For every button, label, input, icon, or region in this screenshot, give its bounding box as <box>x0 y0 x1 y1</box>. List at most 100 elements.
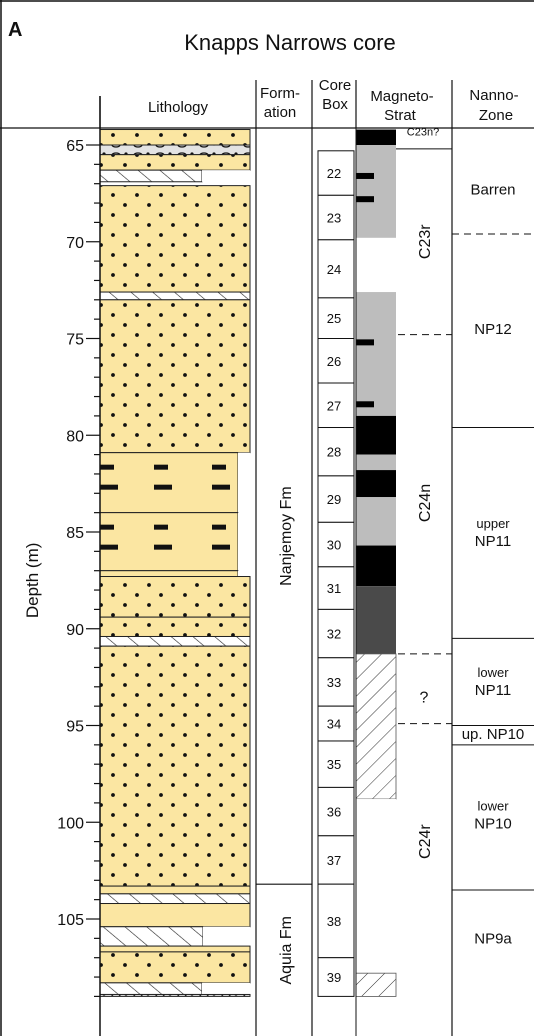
lithology-unit <box>99 993 251 997</box>
magnetostratigraphy-column: C23n? C23r C24n? C24r <box>355 126 453 1036</box>
lithology-unit <box>99 951 251 984</box>
header-corebox-2: Box <box>322 96 348 113</box>
core-box <box>317 566 355 610</box>
zone-label-qualifier: upper <box>476 516 510 531</box>
lithology-unit <box>99 169 203 183</box>
header-formation-2: ation <box>264 104 297 121</box>
lithology-unit <box>99 635 251 647</box>
core-box <box>317 521 355 568</box>
core-box-label: 35 <box>327 757 341 772</box>
core-box-label: 30 <box>327 538 341 553</box>
depth-tick-label: 105 <box>57 912 84 929</box>
column-headers: Lithology Form- ation Core Box Magneto- … <box>148 77 519 124</box>
lithology-unit <box>99 616 251 637</box>
lithology-gap <box>238 570 250 577</box>
formation-column: Nanjemoy Fm Aquia Fm <box>256 128 313 1036</box>
lithology-unit <box>99 185 251 293</box>
mud-lens-mark <box>212 484 230 490</box>
depth-tick-label: 75 <box>66 332 84 349</box>
lithology-unit <box>99 299 251 454</box>
core-box-label: 28 <box>327 445 341 460</box>
polarity-block <box>356 470 396 498</box>
zone-label: NP11 <box>475 682 511 699</box>
mud-lens-mark <box>100 524 114 530</box>
mud-lens-mark <box>100 464 114 470</box>
core-box-label: 25 <box>327 311 341 326</box>
lithology-gap <box>238 452 250 513</box>
chron-label: ? <box>420 689 429 706</box>
mud-lens-mark <box>154 544 172 550</box>
polarity-block <box>355 972 397 997</box>
lithology-unit <box>99 885 251 895</box>
zone-label: Barren <box>470 182 515 199</box>
polarity-block <box>356 799 396 974</box>
zone-label: NP9a <box>474 930 512 947</box>
polarity-block <box>355 653 397 800</box>
polarity-block <box>356 545 396 587</box>
core-box-label: 38 <box>327 914 341 929</box>
core-box-label: 23 <box>327 211 341 226</box>
chron-label: C23r <box>417 224 434 259</box>
core-box-column: 22 23 24 25 26 27 28 29 30 31 32 33 34 35 36 37 38 39 <box>317 150 355 997</box>
core-box-label: 39 <box>327 970 341 985</box>
mud-lens-mark <box>100 544 118 550</box>
polarity-block <box>356 497 396 546</box>
lithology-unit <box>99 291 251 301</box>
core-box-label: 37 <box>327 853 341 868</box>
mud-lens-mark <box>154 484 172 490</box>
lithology-gap <box>202 170 250 182</box>
zone-label: NP10 <box>474 816 512 833</box>
header-magneto-2: Strat <box>384 107 417 124</box>
depth-tick-label: 70 <box>66 235 84 252</box>
zone-label: NP12 <box>474 321 512 338</box>
core-box <box>317 297 355 339</box>
lithology-unit <box>99 945 251 953</box>
core-box-label: 32 <box>327 627 341 642</box>
lithology-unit <box>99 452 239 514</box>
core-box <box>317 883 355 959</box>
header-corebox-1: Core <box>319 77 352 94</box>
polarity-sample-bar <box>356 401 374 408</box>
mud-lens-mark <box>100 484 118 490</box>
formation-label: Aquia Fm <box>278 916 295 984</box>
polarity-block <box>356 129 396 145</box>
zone-label-qualifier: lower <box>477 665 509 680</box>
mud-lens-mark <box>212 464 226 470</box>
lithology-unit <box>99 144 251 156</box>
depth-axis: 65 70 75 80 85 90 95 100 105 Depth (m) <box>23 138 100 998</box>
lithology-unit <box>99 893 251 905</box>
lithology-unit <box>99 129 251 146</box>
polarity-sample-bar <box>356 339 374 346</box>
lithology-unit <box>99 512 239 572</box>
panel-label: A <box>8 19 22 41</box>
lithology-unit <box>99 154 251 171</box>
polarity-block <box>356 415 396 455</box>
mud-lens-mark <box>212 544 230 550</box>
polarity-block <box>356 292 396 416</box>
polarity-block <box>356 454 396 471</box>
formation-label: Nanjemoy Fm <box>278 486 295 586</box>
core-box <box>317 608 355 659</box>
header-formation-1: Form- <box>260 85 300 102</box>
lithology-unit <box>99 982 203 995</box>
core-box-label: 34 <box>327 717 341 732</box>
header-nanno-2: Zone <box>479 107 513 124</box>
lithology-unit <box>99 903 251 928</box>
zone-label-qualifier: lower <box>477 799 509 814</box>
depth-tick-label: 65 <box>66 138 84 155</box>
core-box-label: 24 <box>327 262 341 277</box>
core-box <box>317 427 355 477</box>
depth-tick-label: 80 <box>66 428 84 445</box>
mud-lens-mark <box>154 524 168 530</box>
core-box-label: 31 <box>327 581 341 596</box>
chron-label: C23n? <box>407 126 439 138</box>
chron-label: C24r <box>417 824 434 859</box>
depth-tick-label: 85 <box>66 525 84 542</box>
lithology-unit <box>99 645 251 887</box>
header-lithology: Lithology <box>148 99 209 116</box>
core-box <box>317 835 355 885</box>
depth-tick-label: 90 <box>66 622 84 639</box>
core-box <box>317 194 355 241</box>
